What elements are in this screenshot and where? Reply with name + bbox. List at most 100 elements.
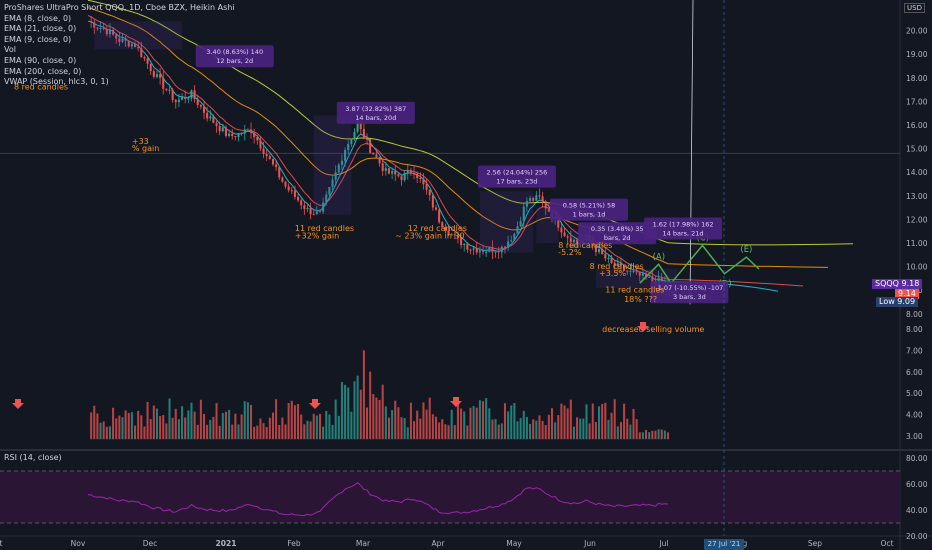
- candle-body: [369, 138, 372, 153]
- price-axis[interactable]: 8.009.0010.0011.0012.0013.0014.0015.0016…: [906, 27, 928, 441]
- candle-body: [353, 131, 356, 140]
- candle-body: [165, 88, 168, 91]
- candle-body: [228, 133, 231, 136]
- volume-bar: [253, 426, 256, 440]
- candle-body: [648, 276, 651, 278]
- candle-body: [127, 40, 130, 47]
- candle-body: [196, 99, 199, 106]
- candle-body: [171, 89, 174, 101]
- volume-bar: [337, 415, 340, 440]
- candle-body: [318, 211, 322, 213]
- volume-bar: [237, 424, 240, 440]
- candle-body: [130, 43, 133, 47]
- candle-body: [143, 57, 146, 59]
- volume-bar: [406, 427, 409, 440]
- measure-label-line2: 12 bars, 2d: [216, 57, 253, 65]
- candle-body: [535, 195, 538, 201]
- volume-bar: [322, 426, 325, 440]
- candle-body: [447, 230, 450, 235]
- legend-vwap[interactable]: VWAP (Session, hlc3, 0, 1): [4, 77, 109, 87]
- rsi-legend[interactable]: RSI (14, close): [4, 453, 62, 462]
- candle-body: [613, 262, 616, 267]
- price-tick-label: 10.00: [906, 263, 928, 272]
- legend-ema-90[interactable]: EMA (90, close, 0): [4, 55, 77, 65]
- candle-body: [250, 129, 253, 133]
- volume-bar: [660, 429, 663, 440]
- candle-body: [290, 190, 293, 192]
- volume-bar: [303, 424, 306, 440]
- volume-bar: [96, 413, 99, 440]
- volume-bar: [635, 419, 638, 440]
- candle-body: [221, 127, 224, 132]
- volume-bar: [632, 408, 635, 440]
- candle-body: [566, 236, 569, 238]
- volume-bar: [93, 405, 96, 440]
- candle-body: [328, 186, 331, 195]
- candle-body: [438, 209, 441, 223]
- price-tick-label: 17.00: [906, 97, 928, 106]
- candle-body: [152, 71, 155, 77]
- volume-bar: [102, 421, 105, 440]
- candle-body: [140, 48, 143, 58]
- candle-body: [293, 190, 296, 197]
- price-tick-label: 19.00: [906, 50, 928, 59]
- volume-bar: [177, 419, 180, 440]
- legend-ema-9[interactable]: EMA (9, close, 0): [4, 34, 72, 44]
- candle-body: [387, 168, 390, 174]
- volume-bar: [641, 432, 644, 440]
- candle-body: [356, 123, 359, 132]
- volume-bar: [359, 389, 362, 440]
- symbol-title[interactable]: ProShares UltraPro Short QQQ, 1D, Cboe B…: [4, 3, 235, 12]
- candle-body: [494, 251, 497, 253]
- volume-bar: [525, 416, 528, 440]
- candle-body: [660, 277, 663, 282]
- volume-bar: [594, 421, 597, 440]
- volume-bar: [124, 410, 127, 440]
- volume-bar: [422, 402, 425, 440]
- volume-bar: [403, 418, 406, 440]
- legend-ema-8[interactable]: EMA (8, close, 0): [4, 13, 72, 23]
- candle-body: [315, 211, 318, 215]
- legend-ema-21[interactable]: EMA (21, close, 0): [4, 24, 77, 34]
- volume-bar: [494, 419, 497, 440]
- volume-bar: [155, 408, 158, 440]
- time-tick-label: May: [506, 539, 522, 548]
- measure-range: [94, 21, 183, 50]
- volume-bar: [366, 407, 369, 440]
- candle-body: [337, 164, 340, 173]
- volume-bar: [431, 414, 434, 440]
- candle-body: [651, 276, 654, 282]
- candle-body: [187, 98, 190, 100]
- candle-body: [268, 156, 271, 159]
- candle-body: [409, 170, 412, 174]
- candle-body: [638, 271, 641, 276]
- candle-body: [322, 202, 325, 212]
- volume-bar: [591, 403, 594, 440]
- candle-body: [532, 198, 535, 201]
- volume-bar: [137, 410, 140, 440]
- currency-button[interactable]: USD: [904, 3, 925, 13]
- legend-vol[interactable]: Vol: [4, 45, 16, 55]
- measure-label-line1: 3.40 (8.63%) 140: [206, 48, 263, 56]
- candle-body: [278, 167, 281, 178]
- candle-body: [547, 208, 550, 212]
- candle-body: [300, 200, 303, 206]
- annotation-text: +3.5%: [599, 269, 626, 278]
- volume-bar: [588, 423, 591, 440]
- candle-body: [381, 163, 384, 171]
- candle-body: [96, 27, 99, 29]
- volume-bar: [115, 418, 118, 440]
- candle-body: [281, 177, 284, 182]
- candle-body: [441, 222, 444, 228]
- volume-bar: [159, 415, 162, 440]
- candle-body: [431, 195, 434, 208]
- volume-bar: [472, 406, 475, 440]
- volume-bar: [560, 403, 563, 440]
- volume-bar: [318, 413, 322, 440]
- candle-body: [209, 116, 212, 119]
- legend-ema-200[interactable]: EMA (200, close, 0): [4, 66, 82, 76]
- candle-body: [500, 246, 503, 253]
- volume-tick-label: 7.00: [906, 346, 923, 355]
- candle-body: [406, 170, 409, 173]
